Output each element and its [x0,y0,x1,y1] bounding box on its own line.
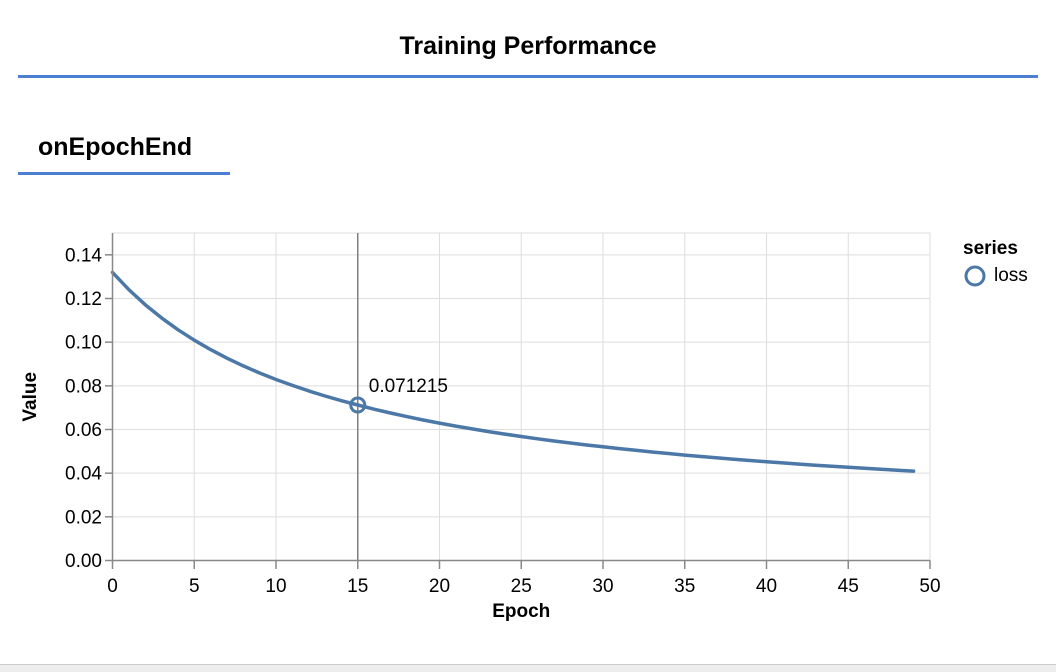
x-tick-label: 15 [347,576,368,597]
y-tick-label: 0.00 [65,551,102,572]
gridlines [112,233,931,561]
hover-marker[interactable] [349,396,367,414]
x-tick-label: 0 [107,576,118,597]
page-bottom-edge [0,664,1056,672]
x-axis-title: Epoch [492,601,550,622]
section-underline [18,172,230,175]
y-tick-label: 0.14 [65,245,102,266]
y-tick-label: 0.06 [65,420,102,441]
legend-title: series [963,238,1018,259]
legend-swatch [964,265,986,287]
y-tick-label: 0.02 [65,507,102,528]
title-underline [18,75,1038,78]
legend-item-label: loss [994,265,1028,286]
x-tick-label: 20 [429,576,450,597]
x-tick-label: 40 [756,576,777,597]
x-tick-label: 35 [674,576,695,597]
legend-marker-circle [964,265,986,287]
y-tick-label: 0.04 [65,464,102,485]
y-tick-label: 0.08 [65,376,102,397]
x-tick-label: 10 [265,576,286,597]
axis-ticks [105,254,931,569]
x-tick-label: 5 [189,576,200,597]
x-tick-label: 30 [592,576,613,597]
tooltip-value: 0.071215 [369,376,448,397]
page-title: Training Performance [399,32,657,60]
y-tick-label: 0.12 [65,289,102,310]
x-tick-label: 50 [919,576,940,597]
x-tick-label: 45 [838,576,859,597]
section-title: onEpochEnd [38,133,193,161]
y-axis-title: Value [20,372,41,422]
y-tick-label: 0.10 [65,333,102,354]
legend-item-loss[interactable]: loss [963,264,1028,288]
x-tick-label: 25 [511,576,532,597]
loss-line [110,270,916,473]
